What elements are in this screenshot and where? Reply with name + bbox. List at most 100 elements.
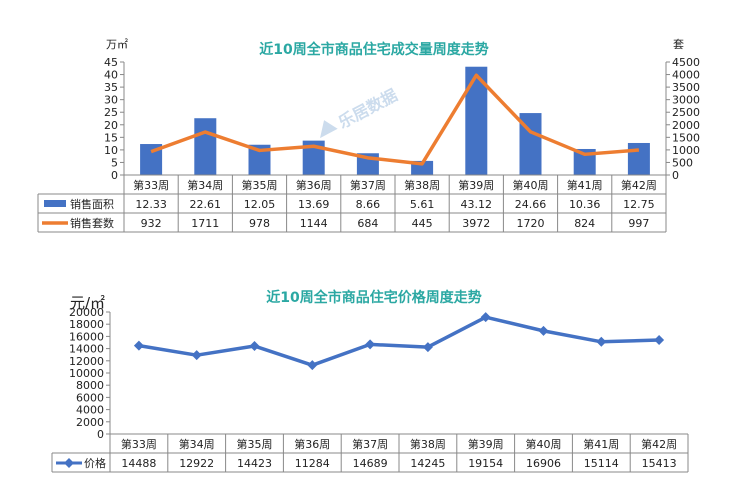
bar-sales-area [627,142,650,175]
y-tick-label-left: 20 [104,119,118,132]
y-tick-label-left: 5 [111,156,118,169]
y-tick-label: 20000 [69,306,104,319]
data-label-sales-area: 8.66 [356,198,381,211]
point-price [133,340,144,351]
y-tick-label: 14000 [69,343,104,356]
x-tick-label: 第39周 [468,437,504,451]
y-tick-label: 0 [97,428,104,441]
y-tick-label: 2000 [76,416,104,429]
y-tick-label-left: 10 [104,144,118,157]
price-chart: 近10周全市商品住宅价格周度走势 元/㎡ 020004000600080001000… [51,289,689,473]
y-tick-label-right: 4000 [672,69,700,82]
data-label-sales-area: 5.61 [410,198,435,211]
bar-sales-area [140,144,163,175]
y-tick-label-left: 30 [104,94,118,107]
x-tick-label: 第36周 [294,437,330,451]
x-tick-label: 第41周 [583,437,619,451]
line-price [138,315,660,367]
y-tick-label-right: 0 [672,169,679,182]
data-label-sales-area: 12.33 [135,198,167,211]
watermark-text: 乐居数据 [335,85,400,132]
y-tick-label-right: 3500 [672,81,700,94]
data-label-sales-count: 445 [412,217,433,230]
x-tick-label: 第36周 [296,178,332,192]
x-tick-label: 第38周 [410,437,446,451]
y-axis-right-label: 套 [673,38,684,51]
data-label-sales-count: 824 [574,217,595,230]
y-axis-label: 元/㎡ [70,294,105,312]
x-tick-label: 第34周 [187,178,223,192]
y-tick-label-right: 4500 [672,56,700,69]
legend-marker-price [64,458,74,468]
data-label-sales-area: 10.36 [569,198,601,211]
y-tick-label-right: 1500 [672,131,700,144]
data-label-sales-count: 932 [141,217,162,230]
x-tick-label: 第37周 [350,178,386,192]
y-tick-label: 6000 [76,391,104,404]
y-tick-label-right: 3000 [672,94,700,107]
x-tick-label: 第39周 [458,178,494,192]
point-price [422,342,433,353]
point-price [480,312,491,323]
y-tick-label-left: 25 [104,106,118,119]
chart-title: 近10周全市商品住宅成交量周度走势 [259,41,488,58]
bar-sales-area [465,66,488,175]
data-label-price: 14423 [237,457,272,470]
y-tick-label-right: 1000 [672,144,700,157]
data-label-sales-count: 684 [357,217,378,230]
y-tick-label-left: 45 [104,56,118,69]
data-label-price: 16906 [526,457,561,470]
point-price [249,341,260,352]
x-tick-label: 第40周 [513,178,549,192]
legend-label-price: 价格 [84,456,106,470]
y-tick-label: 18000 [69,318,104,331]
legend-label-sales-area: 销售面积 [70,197,114,211]
data-label-sales-count: 3972 [462,217,490,230]
data-label-price: 15413 [642,457,677,470]
data-label-sales-area: 12.05 [244,198,276,211]
bar-sales-area [194,118,217,175]
y-tick-label-left: 15 [104,131,118,144]
data-label-price: 19154 [468,457,503,470]
legend-key-sales-area [44,200,66,207]
y-tick-label: 16000 [69,330,104,343]
y-tick-label-right: 500 [672,156,693,169]
data-label-price: 12922 [179,457,214,470]
legend-label-sales-count: 销售套数 [70,216,114,230]
data-label-sales-area: 12.75 [623,198,655,211]
bar-sales-area [248,144,271,175]
line-sales-count [150,73,640,166]
data-label-sales-area: 43.12 [461,198,493,211]
data-label-sales-area: 22.61 [190,198,222,211]
y-tick-label: 4000 [76,404,104,417]
point-price [365,339,376,350]
point-price [654,334,665,345]
x-tick-label: 第33周 [121,437,157,451]
data-label-price: 14488 [121,457,156,470]
x-tick-label: 第35周 [242,178,278,192]
point-price [596,336,607,347]
data-label-price: 14689 [353,457,388,470]
x-tick-label: 第38周 [404,178,440,192]
watermark-logo: 乐居数据 [320,85,401,139]
y-tick-label-left: 40 [104,69,118,82]
data-label-sales-area: 24.66 [515,198,547,211]
data-label-sales-count: 1144 [300,217,328,230]
x-tick-label: 第37周 [352,437,388,451]
data-label-price: 11284 [295,457,330,470]
x-tick-label: 第34周 [179,437,215,451]
y-tick-label-right: 2500 [672,106,700,119]
data-label-price: 14245 [410,457,445,470]
y-axis-left-label: 万㎡ [106,38,128,51]
data-label-sales-area: 13.69 [298,198,330,211]
x-tick-label: 第42周 [641,437,677,451]
chart-title: 近10周全市商品住宅价格周度走势 [266,289,481,306]
data-label-price: 15114 [584,457,619,470]
point-price [538,325,549,336]
y-tick-label: 12000 [69,355,104,368]
y-tick-label: 8000 [76,379,104,392]
x-tick-label: 第35周 [237,437,273,451]
y-tick-label-right: 2000 [672,119,700,132]
y-tick-label: 10000 [69,367,104,380]
